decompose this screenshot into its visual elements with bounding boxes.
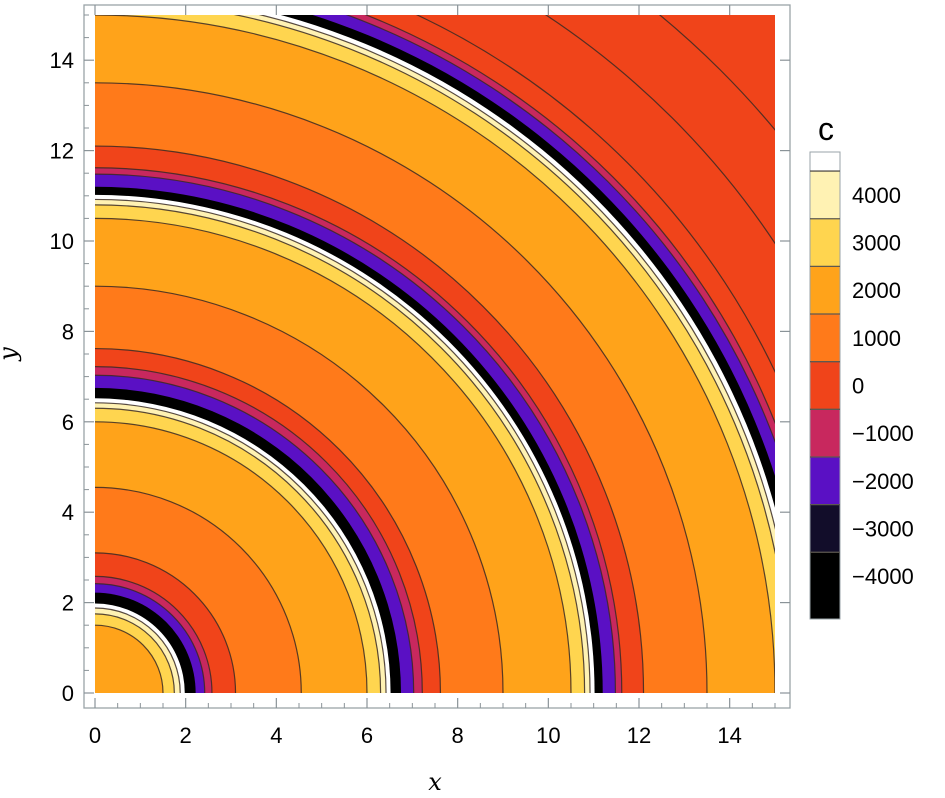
legend-tick-label-6: −2000	[852, 469, 914, 494]
legend-frame	[809, 151, 841, 620]
x-tick-label-2: 4	[270, 723, 282, 748]
legend-tick-label-7: −3000	[852, 516, 914, 541]
contour-line-4	[95, 575, 213, 693]
x-tick-label-5: 10	[536, 723, 560, 748]
legend-tick-label-0: 4000	[852, 183, 901, 208]
legend-band-2	[810, 218, 840, 267]
y-tick-label-6: 12	[50, 139, 74, 164]
contour-bands	[95, 15, 775, 693]
y-tick-label-1: 2	[62, 591, 74, 616]
y-axis-tick-labels: 0 2 4 6 8 10 12 14	[50, 48, 74, 706]
x-tick-label-3: 6	[361, 723, 373, 748]
legend-ticks	[810, 170, 840, 553]
legend-band-0	[810, 152, 840, 172]
plot-frame	[83, 4, 791, 709]
contour-band-35	[95, 625, 163, 693]
contour-line-21	[95, 15, 775, 693]
contour-lines	[95, 15, 775, 693]
contour-line-13	[95, 285, 504, 693]
legend-band-5	[810, 361, 840, 410]
x-axis-tick-labels: 0 2 4 6 8 10 12 14	[89, 723, 742, 748]
legend-tick-label-4: 0	[852, 374, 864, 399]
legend-tick-label-3: 1000	[852, 326, 901, 351]
contour-line-9	[95, 402, 387, 693]
contour-line-22	[232, 15, 775, 556]
x-axis-label: x	[428, 768, 442, 796]
contour-line-2	[95, 607, 181, 693]
contour-line-19	[95, 145, 645, 693]
legend-title: c	[818, 111, 834, 147]
x-tick-label-7: 14	[717, 723, 741, 748]
contour-line-18	[95, 167, 623, 693]
y-tick-label-0: 0	[62, 681, 74, 706]
legend-tick-label-8: −4000	[852, 564, 914, 589]
legend-tick-label-5: −1000	[852, 421, 914, 446]
legend-band-6	[810, 409, 840, 457]
x-tick-label-4: 8	[452, 723, 464, 748]
contour-line-16	[95, 198, 591, 693]
contour-line-10	[95, 374, 415, 693]
legend-band-8	[810, 504, 840, 553]
legend-tick-labels: 4000 3000 2000 1000 0 −1000 −2000 −3000 −4000	[852, 183, 914, 589]
legend-band-9	[810, 552, 840, 619]
legend-tick-label-2: 2000	[852, 278, 901, 303]
contour-line-25	[364, 15, 775, 425]
contour-line-15	[95, 204, 586, 693]
contour-line-3	[95, 583, 206, 693]
contour-line-5	[95, 552, 237, 693]
legend-band-1	[810, 171, 840, 219]
contour-line-17	[95, 173, 617, 693]
x-tick-label-0: 0	[89, 723, 101, 748]
legend-band-3	[810, 266, 840, 315]
x-tick-label-1: 2	[180, 723, 192, 748]
contour-line-28	[658, 15, 775, 131]
color-legend: c 4000 3000 2000 1000 0 −1000 −2000 −3000 −4000	[809, 111, 914, 620]
contour-line-20	[95, 82, 708, 693]
contour-line-27	[544, 15, 775, 245]
contour-line-11	[95, 366, 423, 693]
contour-line-26	[415, 15, 775, 374]
y-axis-label: y	[0, 347, 22, 362]
x-axis-ticks	[94, 5, 776, 708]
contour-line-1	[95, 613, 175, 693]
y-tick-label-2: 4	[62, 500, 74, 525]
x-tick-label-6: 12	[627, 723, 651, 748]
contour-line-7	[95, 421, 368, 693]
y-tick-label-7: 14	[50, 48, 74, 73]
contour-line-12	[95, 347, 442, 693]
contour-line-23	[257, 15, 775, 531]
y-tick-label-4: 8	[62, 319, 74, 344]
legend-tick-label-1: 3000	[852, 231, 901, 256]
y-axis-ticks	[84, 14, 790, 694]
contour-line-6	[95, 486, 302, 693]
contour-line-24	[345, 15, 775, 444]
legend-band-7	[810, 456, 840, 505]
contour-line-0	[95, 624, 164, 693]
legend-bands	[810, 152, 840, 619]
legend-band-4	[810, 314, 840, 362]
y-tick-label-5: 10	[50, 229, 74, 254]
y-tick-label-3: 6	[62, 410, 74, 435]
contour-line-8	[95, 407, 382, 693]
contour-line-14	[95, 217, 572, 693]
plot-area	[95, 15, 775, 693]
